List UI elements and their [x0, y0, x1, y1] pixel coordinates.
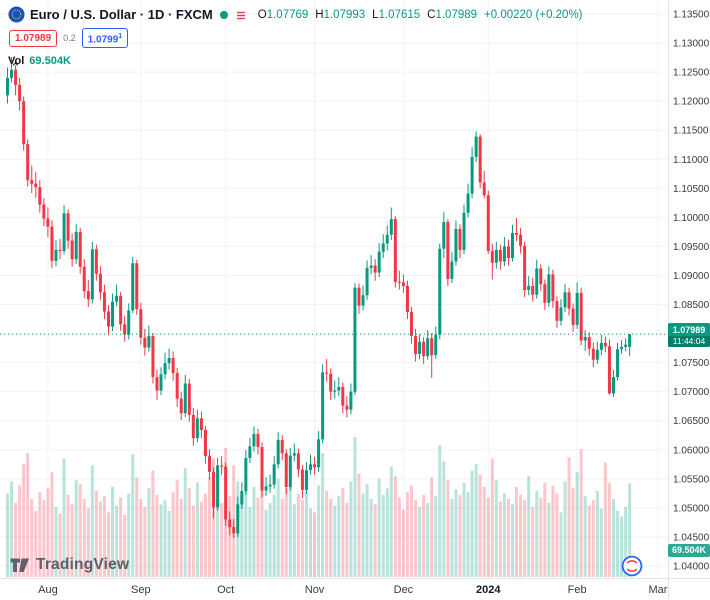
high-label: H — [315, 8, 324, 21]
svg-text:1.04000: 1.04000 — [673, 562, 710, 573]
svg-text:1.05000: 1.05000 — [673, 503, 710, 514]
svg-text:Dec: Dec — [394, 584, 414, 596]
event-marker-icon[interactable] — [621, 555, 643, 582]
chart-legend: Euro / U.S. Dollar · 1D · FXCM O1.07769 … — [8, 6, 583, 67]
last-price-value: 1.07989 — [672, 324, 706, 335]
svg-text:Feb: Feb — [568, 584, 587, 596]
buy-price-value: 1.0799 — [87, 34, 119, 46]
svg-text:1.09500: 1.09500 — [673, 242, 710, 253]
svg-text:1.12000: 1.12000 — [673, 97, 710, 108]
svg-text:1.09000: 1.09000 — [673, 271, 710, 282]
price-axis[interactable]: 1.13500 1.13000 1.12500 1.12000 1.11500 1.110… — [673, 10, 710, 573]
svg-text:1.05500: 1.05500 — [673, 474, 710, 485]
svg-text:Sep: Sep — [131, 584, 151, 596]
sell-price-button[interactable]: 1.07989 — [9, 29, 58, 47]
volume-label: Vol — [8, 55, 25, 68]
volume-readout: Vol 69.504K — [8, 55, 583, 67]
close-value: 1.07989 — [435, 8, 478, 21]
svg-text:1.07000: 1.07000 — [673, 387, 710, 398]
svg-text:1.10500: 1.10500 — [673, 184, 710, 195]
open-label: O — [257, 8, 267, 21]
tradingview-logo-icon — [10, 558, 29, 572]
svg-text:Aug: Aug — [38, 584, 58, 596]
svg-text:2024: 2024 — [476, 584, 501, 596]
svg-text:1.13500: 1.13500 — [673, 10, 710, 21]
quick-menu-icon[interactable] — [235, 9, 247, 21]
symbol-title[interactable]: Euro / U.S. Dollar · 1D · FXCM — [30, 7, 213, 22]
status-dot-icon[interactable] — [218, 9, 230, 21]
volume-axis-label: 69.504K — [668, 544, 710, 557]
svg-text:1.12500: 1.12500 — [673, 68, 710, 79]
low-label: L — [372, 8, 379, 21]
svg-text:1.10000: 1.10000 — [673, 213, 710, 224]
low-value: 1.07615 — [378, 8, 421, 21]
high-value: 1.07993 — [323, 8, 366, 21]
tradingview-logo-text: TradingView — [36, 556, 130, 573]
svg-text:1.13000: 1.13000 — [673, 39, 710, 50]
arrow-up-marker-icon: ⌃ — [10, 60, 21, 75]
change-value: +0.00220 (+0.20%) — [484, 8, 583, 21]
candlestick-series — [6, 56, 632, 539]
tradingview-logo[interactable]: TradingView — [10, 556, 129, 574]
svg-text:Nov: Nov — [305, 584, 325, 596]
buy-price-button[interactable]: 1.07991 — [81, 28, 129, 49]
volume-value: 69.504K — [29, 55, 71, 68]
spread-value: 0.2 — [63, 33, 76, 44]
svg-text:1.11000: 1.11000 — [673, 155, 709, 166]
svg-text:1.11500: 1.11500 — [673, 126, 709, 137]
buy-price-fraction: 1 — [118, 33, 123, 40]
svg-text:1.07500: 1.07500 — [673, 358, 710, 369]
svg-text:Oct: Oct — [217, 584, 234, 596]
svg-text:Mar: Mar — [648, 584, 667, 596]
open-value: 1.07769 — [266, 8, 309, 21]
svg-text:1.08500: 1.08500 — [673, 300, 710, 311]
svg-text:1.06500: 1.06500 — [673, 416, 710, 427]
close-label: C — [427, 8, 436, 21]
last-price-label: 1.07989 11:44:04 — [668, 322, 710, 347]
svg-text:1.06000: 1.06000 — [673, 445, 710, 456]
svg-text:1.04500: 1.04500 — [673, 532, 710, 543]
eu-flag-icon — [8, 6, 25, 23]
time-axis[interactable]: Aug Sep Oct Nov Dec 2024 Feb Mar — [38, 584, 668, 596]
ohlc-readout: O1.07769 H1.07993 L1.07615 C1.07989 +0.0… — [258, 9, 583, 21]
bar-countdown: 11:44:04 — [668, 335, 710, 347]
